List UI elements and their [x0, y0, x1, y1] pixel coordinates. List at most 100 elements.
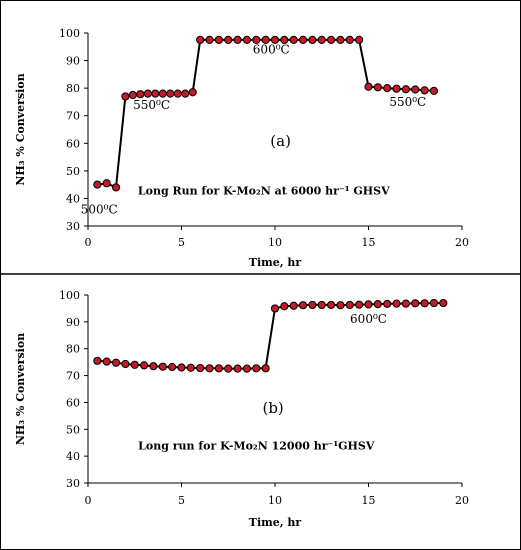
panel-a-x-tick-label: 10 — [268, 236, 282, 249]
panel-b-chart: 30 40 50 60 70 80 90 100 0 5 10 15 20 Time, hr NH₃ % C… — [14, 289, 469, 529]
panel-b-data-point — [121, 359, 130, 369]
panel-a-y-tick-label: 50 — [66, 165, 80, 178]
panel-a-data-point — [151, 89, 160, 98]
panel-b-data-point — [270, 304, 280, 313]
panel-b-x-tick-label: 10 — [268, 494, 282, 507]
panel-b-data-point — [317, 300, 326, 310]
panel-a-data-point — [345, 35, 354, 44]
panel-a-temperature-label: 500⁰C — [81, 203, 118, 217]
panel-b-data-point — [233, 364, 242, 373]
panel-b-data-point — [93, 356, 102, 365]
panel-a-data-point — [420, 86, 429, 95]
panel-b-temperature-label: 600⁰C — [350, 312, 387, 326]
panel-a-data-point — [261, 35, 270, 44]
panel-a-data-point — [336, 35, 345, 44]
panel-a-data-point — [308, 35, 317, 44]
panel-a-y-tick-label: 100 — [59, 27, 80, 40]
panel-a-y-axis-label: NH₃ % Conversion — [14, 73, 27, 185]
panel-a-data-point — [392, 84, 401, 93]
panel-b-data-point — [439, 298, 448, 308]
panel-b-data-point — [383, 299, 392, 308]
panel-a-series-line — [97, 38, 434, 189]
panel-b-y-axis-label: NH₃ % Conversion — [14, 333, 27, 445]
panel-a-data-point — [327, 35, 336, 44]
panel-b-data-point — [130, 360, 139, 369]
panel-a-data-point — [373, 83, 382, 92]
panel-a-data-point — [158, 89, 167, 98]
panel-b-data-point — [158, 362, 167, 371]
panel-a-data-point — [93, 180, 102, 189]
panel-a-y-tick-label: 80 — [66, 82, 80, 95]
panel-b-data-point — [149, 362, 158, 371]
panel-b-data-point — [224, 364, 233, 373]
panel-b-data-point — [392, 299, 401, 308]
panel-a-data-point — [233, 35, 242, 44]
panel-b-y-tick-label: 90 — [66, 316, 80, 329]
panel-a-x-axis-label: Time, hr — [249, 256, 302, 269]
panel-a-data-point — [188, 88, 197, 97]
panel-b-x-axis-label: Time, hr — [249, 516, 302, 529]
panel-a-y-tick-label: 60 — [66, 137, 80, 150]
panel-a-data-point — [102, 179, 111, 188]
panel-b-data-point — [355, 300, 364, 309]
panel-b-y-tick-label: 80 — [66, 343, 80, 356]
panel-b-series-line — [97, 302, 444, 370]
panel-b-data-point — [168, 362, 177, 372]
panel-a-data-point — [364, 82, 373, 91]
panel-b-data-point — [411, 299, 420, 308]
panel-a-data-point — [111, 183, 121, 192]
panel-b-data-point — [327, 300, 336, 310]
panel-a-data-point — [317, 35, 326, 44]
panel-b-data-point — [186, 363, 195, 372]
panel-a-data-point — [280, 35, 289, 44]
panel-b-data-point — [242, 364, 252, 373]
panel-b-data-point — [345, 300, 354, 310]
panel-a-data-point — [173, 89, 182, 98]
panel-b-data-point — [373, 300, 382, 309]
panel-a-data-point — [242, 35, 252, 44]
panel-b-data-point — [336, 301, 345, 310]
panel-b-y-tick-label: 30 — [66, 477, 80, 490]
panel-b-x-tick-label: 5 — [178, 494, 185, 507]
panel-a-data-point — [289, 35, 298, 44]
panel-a-run-annotation: Long Run for K-Mo₂N at 6000 hr⁻¹ GHSV — [138, 184, 390, 197]
panel-a-letter: (a) — [270, 132, 291, 150]
panel-b-data-point — [429, 298, 439, 308]
panel-a-x-tick-label: 15 — [362, 236, 376, 249]
panel-a-y-tick-label: 90 — [66, 55, 80, 68]
panel-a-data-point — [196, 35, 205, 44]
panel-a-y-tick-label: 70 — [66, 110, 80, 123]
panel-a-data-point — [224, 35, 233, 44]
panel-b-y-tick-label: 50 — [66, 423, 80, 436]
panel-a-y-tick-label: 30 — [66, 220, 80, 233]
panel-a-data-point — [136, 90, 145, 99]
panel-b-data-point — [252, 364, 261, 373]
panel-a-x-tick-label: 5 — [178, 236, 185, 249]
panel-b-x-tick-label: 20 — [455, 494, 469, 507]
panel-a-y-tick-label: 40 — [66, 192, 80, 205]
panel-b-y-tick-label: 100 — [59, 289, 80, 302]
panel-a-temperature-label: 600⁰C — [253, 43, 290, 57]
panel-b-data-point — [177, 363, 186, 372]
panel-a-x-tick-label: 0 — [85, 236, 92, 249]
panel-b-x-tick-label: 15 — [362, 494, 376, 507]
panel-b-data-point — [196, 363, 205, 373]
panel-b-y-tick-label: 40 — [66, 450, 80, 463]
panel-b-data-point — [364, 300, 373, 309]
panel-b-data-point — [289, 301, 298, 310]
panel-b-run-annotation: Long run for K-Mo₂N 12000 hr⁻¹GHSV — [138, 439, 375, 452]
panel-b-y-tick-label: 60 — [66, 396, 80, 409]
panel-b-data-point — [111, 358, 121, 367]
panel-b-data-point — [214, 364, 223, 373]
panel-b-data-point — [140, 361, 149, 370]
panel-b-data-point — [420, 299, 429, 308]
panel-a-data-point — [252, 35, 261, 44]
panel-a-data-point — [383, 84, 392, 93]
panel-a-data-point — [214, 35, 223, 44]
panel-b-data-point — [102, 357, 111, 366]
panel-a-data-point — [411, 85, 420, 94]
panel-b-x-tick-label: 0 — [85, 494, 92, 507]
panel-a-data-point — [355, 35, 364, 44]
panel-a-temperature-label: 550⁰C — [133, 98, 170, 112]
